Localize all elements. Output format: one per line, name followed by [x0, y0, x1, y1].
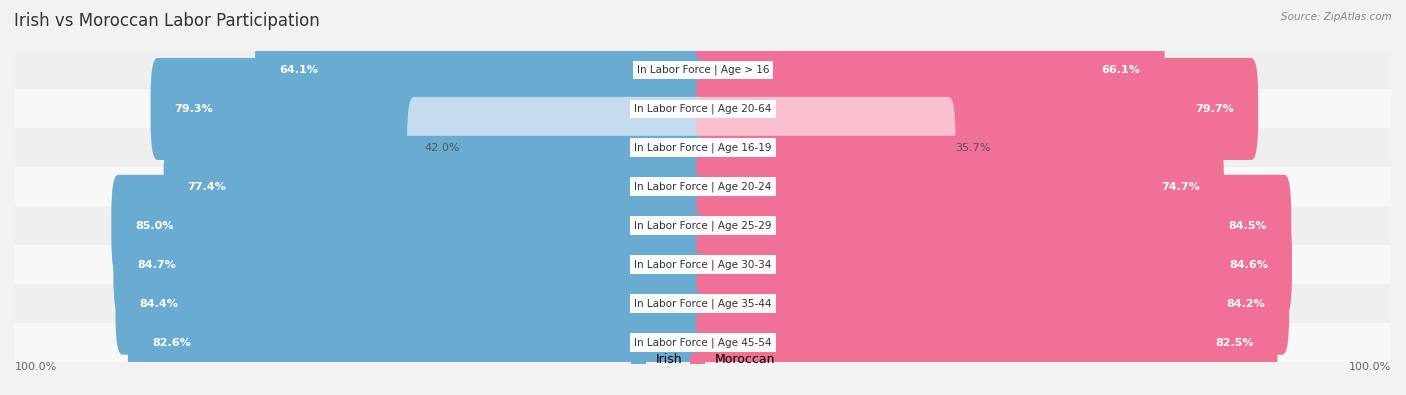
Text: 79.3%: 79.3% — [174, 104, 214, 114]
Text: 74.7%: 74.7% — [1161, 182, 1199, 192]
Text: Irish vs Moroccan Labor Participation: Irish vs Moroccan Labor Participation — [14, 12, 319, 30]
Text: 84.7%: 84.7% — [138, 260, 176, 270]
Text: In Labor Force | Age 45-54: In Labor Force | Age 45-54 — [634, 337, 772, 348]
Text: In Labor Force | Age 20-64: In Labor Force | Age 20-64 — [634, 104, 772, 114]
Text: 64.1%: 64.1% — [280, 65, 318, 75]
FancyBboxPatch shape — [696, 58, 1258, 160]
Text: 77.4%: 77.4% — [187, 182, 226, 192]
Text: In Labor Force | Age 16-19: In Labor Force | Age 16-19 — [634, 143, 772, 153]
Text: 42.0%: 42.0% — [425, 143, 460, 153]
FancyBboxPatch shape — [696, 214, 1292, 316]
FancyBboxPatch shape — [696, 136, 1223, 238]
FancyBboxPatch shape — [111, 175, 710, 277]
FancyBboxPatch shape — [696, 97, 956, 199]
FancyBboxPatch shape — [115, 253, 710, 355]
FancyBboxPatch shape — [254, 19, 710, 121]
FancyBboxPatch shape — [696, 175, 1291, 277]
Text: 100.0%: 100.0% — [15, 362, 58, 372]
FancyBboxPatch shape — [15, 323, 1391, 362]
FancyBboxPatch shape — [15, 284, 1391, 323]
FancyBboxPatch shape — [15, 245, 1391, 284]
FancyBboxPatch shape — [163, 136, 710, 238]
Text: In Labor Force | Age 20-24: In Labor Force | Age 20-24 — [634, 182, 772, 192]
FancyBboxPatch shape — [15, 51, 1391, 90]
FancyBboxPatch shape — [696, 253, 1289, 355]
Text: 84.4%: 84.4% — [139, 299, 179, 308]
FancyBboxPatch shape — [15, 128, 1391, 167]
Text: In Labor Force | Age 30-34: In Labor Force | Age 30-34 — [634, 260, 772, 270]
FancyBboxPatch shape — [696, 19, 1164, 121]
FancyBboxPatch shape — [15, 90, 1391, 128]
Text: In Labor Force | Age 35-44: In Labor Force | Age 35-44 — [634, 299, 772, 309]
FancyBboxPatch shape — [696, 292, 1278, 394]
Text: Source: ZipAtlas.com: Source: ZipAtlas.com — [1281, 12, 1392, 22]
FancyBboxPatch shape — [408, 97, 710, 199]
FancyBboxPatch shape — [114, 214, 710, 316]
Text: 84.2%: 84.2% — [1226, 299, 1265, 308]
Text: 85.0%: 85.0% — [135, 221, 174, 231]
Text: In Labor Force | Age > 16: In Labor Force | Age > 16 — [637, 65, 769, 75]
Text: 100.0%: 100.0% — [1348, 362, 1391, 372]
Text: 84.6%: 84.6% — [1229, 260, 1268, 270]
FancyBboxPatch shape — [128, 292, 710, 394]
Text: 79.7%: 79.7% — [1195, 104, 1234, 114]
FancyBboxPatch shape — [150, 58, 710, 160]
FancyBboxPatch shape — [15, 167, 1391, 206]
Legend: Irish, Moroccan: Irish, Moroccan — [626, 348, 780, 371]
Text: 84.5%: 84.5% — [1229, 221, 1267, 231]
Text: In Labor Force | Age 25-29: In Labor Force | Age 25-29 — [634, 220, 772, 231]
Text: 82.6%: 82.6% — [152, 338, 191, 348]
Text: 35.7%: 35.7% — [956, 143, 991, 153]
FancyBboxPatch shape — [15, 206, 1391, 245]
Text: 82.5%: 82.5% — [1215, 338, 1253, 348]
Text: 66.1%: 66.1% — [1102, 65, 1140, 75]
